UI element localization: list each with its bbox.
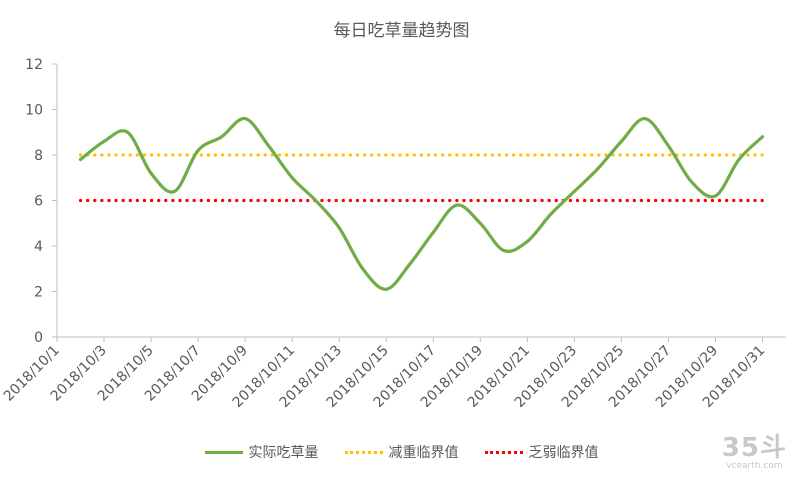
actual-intake-point: [314, 199, 318, 202]
actual-intake-point: [596, 167, 600, 171]
actual-intake-point: [79, 158, 83, 162]
y-tick-label: 0: [34, 330, 43, 346]
actual-intake-point: [502, 249, 506, 253]
actual-intake-point: [290, 176, 294, 180]
actual-intake-point: [737, 158, 741, 162]
actual-intake-point: [643, 117, 647, 121]
watermark-url: vcearth.com: [726, 461, 783, 471]
legend-swatch-weakness: [484, 450, 523, 454]
actual-intake-point: [572, 189, 576, 193]
legend-label-weakness: 乏弱临界值: [528, 445, 599, 461]
chart-title: 每日吃草量趋势图: [333, 21, 470, 41]
actual-intake-point: [525, 239, 529, 243]
actual-intake-point: [478, 221, 482, 225]
actual-intake-line: [78, 116, 765, 291]
actual-intake-point: [455, 203, 459, 207]
legend-swatch-actual: [204, 450, 243, 454]
actual-intake-point: [619, 139, 623, 143]
actual-intake-point: [760, 135, 764, 139]
legend-label-weight-loss: 减重临界值: [388, 445, 459, 461]
actual-intake-point: [267, 144, 271, 148]
actual-intake-point: [549, 212, 553, 216]
actual-intake-point: [690, 180, 694, 184]
actual-intake-point: [220, 135, 224, 139]
y-tick-label: 4: [34, 239, 43, 255]
y-tick-label: 2: [34, 285, 43, 301]
actual-intake-point: [408, 262, 412, 266]
actual-intake-point: [126, 130, 130, 134]
y-tick-label: 12: [25, 57, 43, 73]
legend-swatch-weight-loss: [344, 450, 383, 454]
actual-intake-point: [243, 117, 247, 121]
legend-item-weight-loss: 减重临界值: [344, 442, 459, 462]
chart-legend: 实际吃草量 减重临界值 乏弱临界值: [0, 442, 803, 462]
actual-intake-point: [196, 148, 200, 152]
legend-item-weakness: 乏弱临界值: [484, 442, 599, 462]
actual-intake-point: [384, 287, 388, 291]
legend-item-actual: 实际吃草量: [204, 442, 319, 462]
watermark: 35斗 vcearth.com: [722, 435, 787, 471]
actual-intake-point: [713, 194, 717, 198]
y-tick-label: 10: [25, 103, 43, 119]
actual-intake-point: [173, 189, 177, 193]
actual-intake-point: [361, 267, 365, 271]
actual-intake-point: [431, 230, 435, 234]
actual-intake-point: [102, 139, 106, 143]
actual-intake-point: [149, 171, 153, 175]
actual-intake-point: [666, 144, 670, 148]
watermark-logo: 35斗: [721, 433, 787, 463]
y-tick-label: 6: [34, 194, 43, 210]
actual-intake-point: [337, 226, 341, 230]
legend-label-actual: 实际吃草量: [248, 445, 319, 461]
y-tick-label: 8: [34, 148, 43, 164]
